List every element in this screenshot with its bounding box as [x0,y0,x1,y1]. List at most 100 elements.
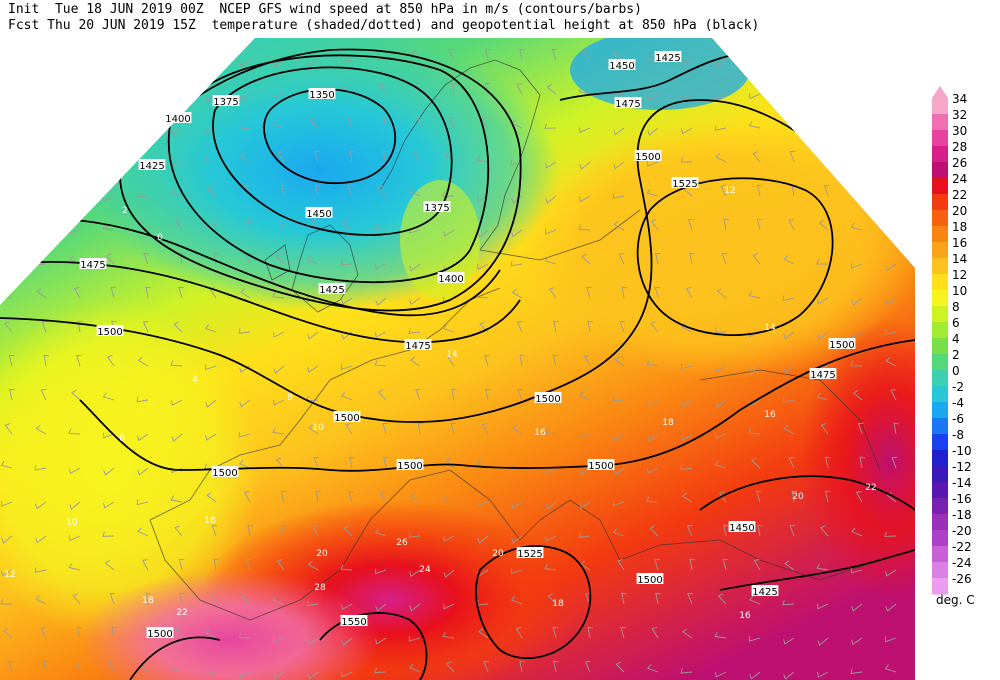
wind-barb [484,355,490,367]
height-contour-label: 1425 [752,587,777,598]
wind-barb [586,287,592,299]
wind-barb [174,627,183,639]
wind-barb [443,603,455,610]
wind-barb [240,288,251,299]
colorbar-swatch [932,514,948,531]
wind-barb [579,467,591,476]
wind-barb [137,467,149,476]
height-contour-label: 1550 [341,617,366,628]
height-contour-label: 1500 [212,468,237,479]
wind-barb [757,524,763,537]
colorbar-swatch [932,546,948,563]
wind-barb [69,535,81,542]
wind-barb [8,82,14,95]
height-contour-label: 1500 [829,340,854,351]
colorbar-swatch [932,98,948,115]
colorbar-tick-label: 34 [952,92,967,106]
colorbar-tick-label: 32 [952,108,967,122]
wind-barb [375,263,387,270]
wind-barb [69,195,81,204]
wind-barb [76,660,83,673]
wind-barb [613,127,625,136]
wind-barb [272,120,285,129]
wind-barb [751,457,761,469]
temperature-isotherm-label: 16 [764,410,776,420]
wind-barb [477,229,489,238]
height-contour-label: 1500 [147,629,172,640]
wind-barb [715,59,727,68]
wind-barb [105,49,115,61]
wind-barb [349,456,355,469]
wind-barb [375,568,387,575]
wind-barb [511,501,523,509]
colorbar-tick-label: 16 [952,236,967,250]
wind-barb [210,593,217,605]
temperature-isotherm-label: 22 [176,608,187,618]
wind-barb [516,321,523,333]
wind-barb [716,288,727,299]
wind-barb [102,531,115,537]
wind-barb [409,569,421,578]
wind-barb [307,296,319,302]
contour-label-bg [587,459,615,470]
wind-barb [307,637,319,646]
wind-barb [579,127,591,133]
wind-barb [383,456,389,469]
wind-barb [137,433,149,442]
wind-barb [34,465,47,471]
wind-barb [374,223,387,231]
contour-label-bg [164,112,192,123]
wind-barb [137,92,149,98]
colorbar-swatch [932,178,948,195]
contour-1500-north [0,99,915,423]
temperature-isotherm-label: 24 [419,565,431,575]
wind-barb [383,116,389,129]
wind-barb [680,157,693,163]
height-contour-label: 1425 [319,285,344,296]
wind-barb [306,600,319,607]
temperature-isotherm-label: 20 [792,492,804,502]
wind-barb [584,661,591,673]
wind-barb [620,626,627,639]
wind-barb [578,431,591,438]
wind-barb [409,263,421,272]
wind-barb [34,120,47,129]
contour-label-bg [308,88,336,99]
wind-barb [720,185,727,197]
wind-barb [681,59,693,65]
wind-barb [687,593,693,605]
wind-barb [851,297,863,306]
wind-barb [307,331,319,340]
wind-barb [477,535,489,544]
wind-barb [646,188,659,197]
contour-label-bg [751,585,779,596]
wind-barb [417,116,423,129]
wind-barb [35,535,47,544]
height-contour-label: 1475 [810,370,835,381]
contour-label-bg [79,258,107,269]
temperature-isotherm-label: 10 [312,423,324,433]
wind-barb [443,229,455,237]
wind-barb [817,603,829,610]
colorbar-tick-label: 14 [952,252,967,266]
wind-barb [102,392,115,401]
wind-barb [309,117,319,129]
wind-barb [342,220,353,231]
wind-barb [281,184,287,197]
wind-barb [145,592,151,605]
colorbar-swatch [932,562,948,579]
wind-barb [170,664,183,673]
wind-barb [544,123,557,129]
wind-barb [238,328,251,334]
wind-barb [544,256,557,265]
wind-barb [752,253,761,265]
wind-barb [206,492,217,503]
wind-barb [170,188,183,197]
wind-barb [178,287,184,299]
wind-barb [884,329,897,335]
height-contour-label: 1500 [397,461,422,472]
colorbar-tick-label: 18 [952,220,967,234]
wind-barb [681,433,693,442]
wind-barb [851,603,863,612]
wind-barb [824,490,831,503]
